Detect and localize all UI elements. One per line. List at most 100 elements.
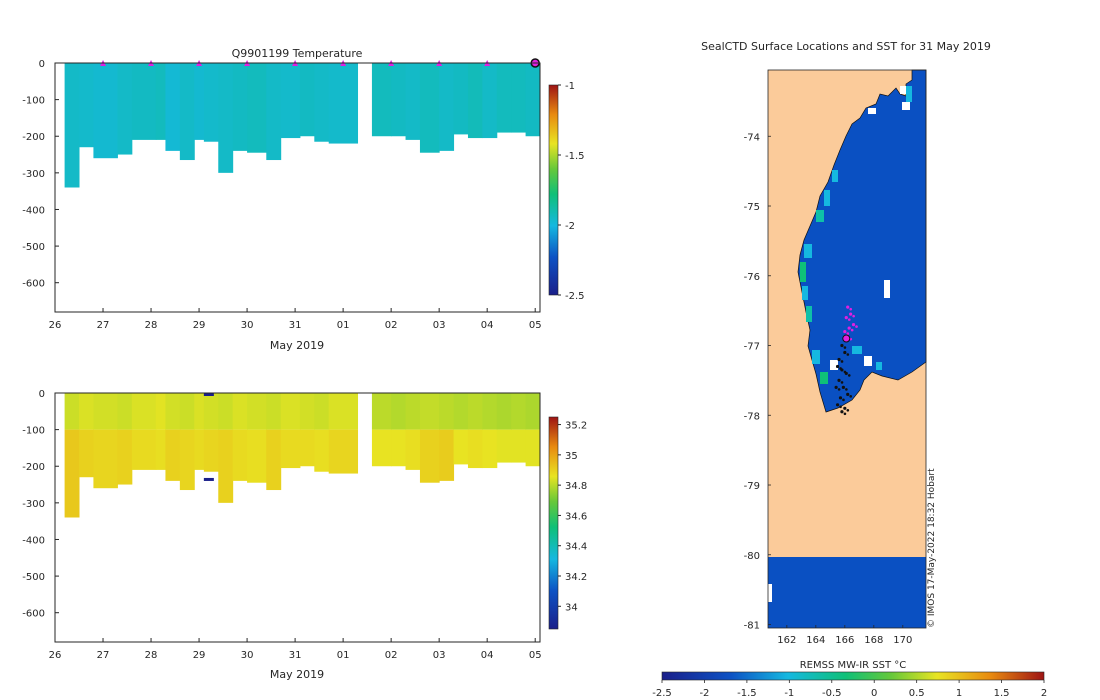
temperature-profile-column [266, 63, 282, 161]
salinity-profile-lower [299, 429, 315, 467]
salinity-profile-lower [405, 429, 421, 470]
track-point [835, 403, 840, 407]
temperature-profile-column [179, 63, 195, 161]
track-point [844, 371, 848, 376]
salinity-profile-lower [79, 429, 94, 478]
track-point [846, 353, 850, 356]
colorbar-tick-label: -2.5 [565, 291, 585, 302]
track-point [855, 325, 858, 328]
colorbar-tick-label: -1.5 [565, 151, 585, 162]
y-tick-label: -100 [22, 426, 45, 437]
sst-colorbar-tick-label: 1 [956, 688, 962, 699]
colorbar-tick-label: 34.6 [565, 511, 587, 522]
y-tick-label: 0 [39, 59, 45, 70]
map-y-tick-label: -81 [744, 621, 760, 632]
salinity-colorbar-ticks: 35.2 35 34.8 34.6 34.4 34.2 34 [558, 421, 587, 613]
salinity-profile-upper [218, 393, 234, 430]
temperature-profile-column [511, 63, 527, 133]
temperature-profile-column [328, 63, 359, 144]
salinity-profile-upper [280, 393, 301, 430]
temperature-profile-column [405, 63, 421, 140]
salinity-profile-upper [247, 393, 267, 430]
temperature-profile-column [232, 63, 248, 151]
track-point [842, 398, 845, 402]
map-x-tick-label: 164 [806, 635, 825, 646]
colorbar-tick-label: 35.2 [565, 421, 587, 432]
salinity-profile-lower [525, 429, 541, 467]
sst-colorbar-tick-label: 2 [1041, 688, 1047, 699]
map-y-tick-label: -80 [744, 551, 760, 562]
salinity-profile-lower [247, 429, 267, 483]
track-point [840, 360, 844, 363]
track-point [849, 395, 853, 398]
salinity-profile-lower [218, 429, 234, 503]
temperature-profile-column [496, 63, 512, 133]
track-point [847, 318, 851, 321]
temperature-profile-column [131, 63, 157, 140]
x-tick-label: 04 [481, 650, 494, 661]
salinity-colorbar [548, 416, 559, 630]
sst-map: SealCTD Surface Locations and SST for 31… [652, 40, 1047, 699]
salinity-profile-upper [131, 393, 157, 430]
colorbar-tick-label: 34.2 [565, 572, 587, 583]
track-point [840, 410, 844, 414]
map-x-tick-label: 162 [777, 635, 796, 646]
x-tick-label: 26 [49, 650, 62, 661]
salinity-profile-upper [203, 393, 219, 430]
salinity-profiles [64, 393, 541, 518]
temperature-section-plot: Q9901199 Temperature 26 27 28 29 30 31 01 02 03 0… [22, 47, 584, 352]
temperature-profile-column [467, 63, 483, 139]
track-point [847, 374, 851, 377]
x-tick-label: 30 [241, 320, 254, 331]
salinity-profile-lower [179, 429, 195, 491]
y-tick-label: -100 [22, 96, 45, 107]
temperature-profile-column [64, 63, 80, 188]
salinity-profile-upper [482, 393, 498, 430]
salinity-profile-upper [79, 393, 94, 430]
x-tick-label: 26 [49, 320, 62, 331]
salinity-profile-lower [194, 429, 205, 470]
sst-colorbar-tick-label: -1.5 [737, 688, 757, 699]
track-point [840, 343, 844, 348]
salinity-profile-lower [64, 429, 80, 518]
salinity-profile-lower [232, 429, 248, 481]
y-tick-label: -600 [22, 609, 45, 620]
x-tick-label: 01 [337, 650, 350, 661]
temperature-y-ticks: 0 -100 -200 -300 -400 -500 -600 [22, 59, 59, 290]
track-point [837, 388, 841, 391]
x-tick-label: 05 [529, 320, 542, 331]
map-y-tick-label: -79 [744, 481, 760, 492]
salinity-profile-lower [467, 429, 483, 469]
track-point [850, 328, 854, 332]
temperature-profile-column [247, 63, 267, 153]
x-tick-label: 28 [145, 320, 158, 331]
x-tick-label: 05 [529, 650, 542, 661]
track-point [840, 381, 844, 384]
salinity-section-plot: 26 27 28 29 30 31 01 02 03 04 05 0 -100 -200 -300 -400… [22, 389, 587, 681]
x-tick-label: 31 [289, 320, 302, 331]
salinity-profile-upper [179, 393, 195, 430]
temperature-profile-column [314, 63, 330, 142]
track-point [843, 329, 847, 334]
map-credit-text: © IMOS 17-May-2022 18:32 Hobart [927, 468, 937, 628]
track-point [849, 312, 853, 316]
salinity-profile-lower [511, 429, 527, 463]
salinity-profile-lower [391, 429, 407, 467]
temperature-profile-column [371, 63, 392, 137]
salinity-profile-lower [266, 429, 282, 491]
track-point [846, 332, 850, 335]
temperature-profile-column [391, 63, 407, 137]
track-point [852, 314, 855, 318]
temperature-profile-column [419, 63, 440, 153]
x-tick-label: 27 [97, 650, 110, 661]
x-tick-label: 27 [97, 320, 110, 331]
temperature-colorbar-ticks: -1 -1.5 -2 -2.5 [558, 81, 585, 302]
x-tick-label: 02 [385, 650, 398, 661]
temperature-profile-column [280, 63, 301, 139]
track-point [837, 357, 841, 362]
track-point [843, 350, 847, 355]
sst-colorbar-tick-label: -2.5 [652, 688, 672, 699]
x-tick-label: 03 [433, 320, 446, 331]
track-point [840, 368, 844, 372]
